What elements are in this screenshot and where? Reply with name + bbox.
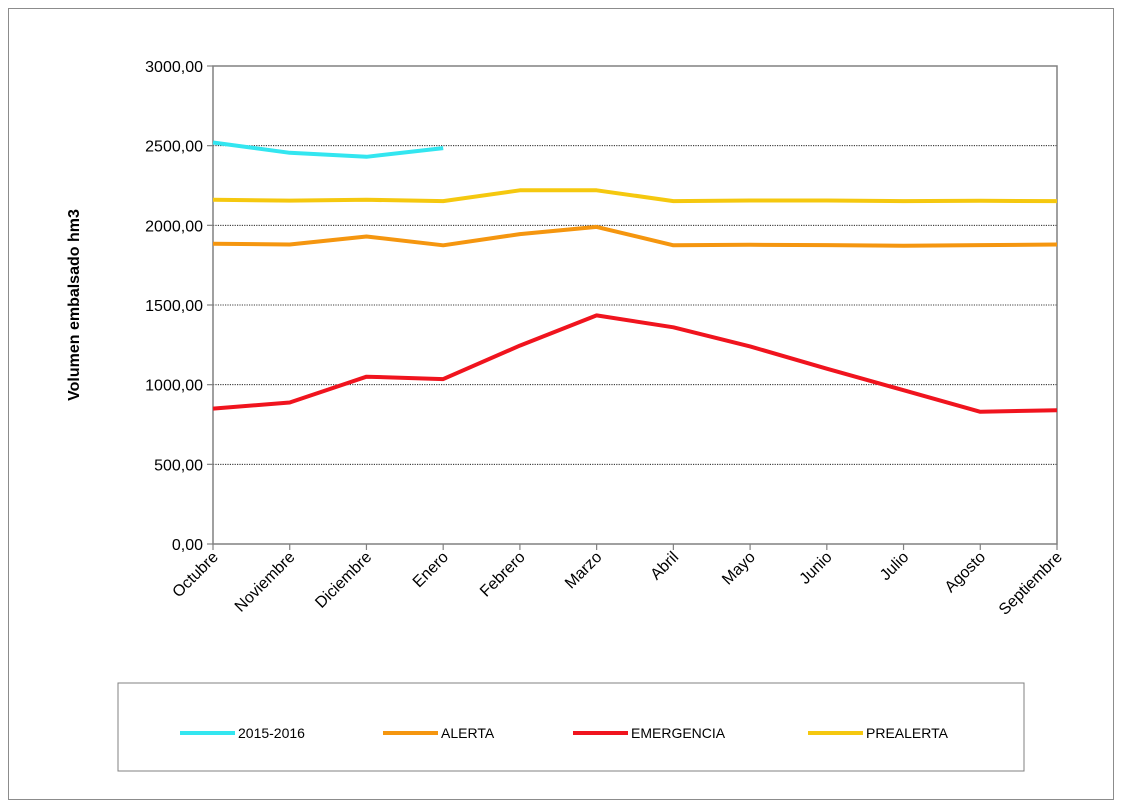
legend-label-alerta: ALERTA [441,725,495,741]
series-line-2015-2016 [212,140,444,159]
legend-label-emergencia: EMERGENCIA [631,725,726,741]
axes [212,65,1058,545]
legend [117,682,1025,772]
plot-area-border [212,65,1058,545]
x-tick-label: Mayo [719,549,759,589]
x-tick-label: Enero [410,549,452,591]
series-lines [212,140,1058,414]
gridlines [213,145,1057,465]
x-tick-label: Julio [877,549,912,584]
x-axis-ticks: Octubre Noviembre Diciembre Enero Febrero Mar… [170,544,1066,619]
y-tick-label: 2500,00 [145,139,203,156]
x-tick-label: Agosto [942,549,989,596]
y-tick-label: 500,00 [154,457,203,474]
x-tick-label: Diciembre [312,549,375,612]
y-tick-label: 0,00 [172,537,203,554]
series-line-prealerta [212,188,1058,204]
x-tick-label: Septiembre [996,549,1066,619]
x-tick-label: Junio [797,549,836,588]
chart-frame [8,8,1114,800]
x-tick-label: Febrero [477,549,529,601]
y-axis-title: Volumen embalsado hm3 [66,209,83,401]
x-tick-label: Marzo [562,549,606,593]
legend-entries: 2015-2016 ALERTA EMERGENCIA PREALERTA [180,725,949,741]
y-tick-label: 2000,00 [145,218,203,235]
series-line-alerta [212,224,1058,248]
series-line-emergencia [212,313,1058,414]
y-tick-label: 1000,00 [145,378,203,395]
x-tick-label: Abril [648,549,683,584]
x-tick-label: Octubre [170,549,222,601]
legend-label-prealerta: PREALERTA [866,725,949,741]
y-axis-ticks: 0,00 500,00 1000,00 1500,00 2000,00 2500,00 30… [145,59,213,554]
y-tick-label: 1500,00 [145,298,203,315]
x-tick-label: Noviembre [232,549,299,616]
legend-label-2015-2016: 2015-2016 [238,725,305,741]
y-tick-label: 3000,00 [145,59,203,76]
